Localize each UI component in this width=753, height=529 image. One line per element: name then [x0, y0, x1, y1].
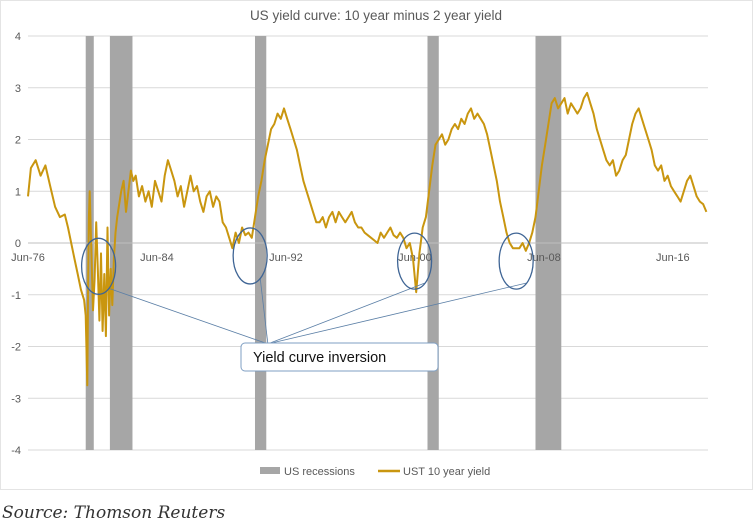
- annotation-ellipse: [80, 237, 117, 295]
- y-tick-label: -2: [11, 342, 21, 354]
- annotation-leader-line: [108, 287, 269, 345]
- source-caption: Source: Thomson Reuters: [2, 503, 226, 523]
- annotation-leader-line: [267, 282, 527, 345]
- x-tick-label: Jun-92: [269, 252, 303, 264]
- x-tick-label: Jun-84: [140, 252, 174, 264]
- y-tick-label: 4: [15, 31, 21, 43]
- y-tick-label: 3: [15, 83, 21, 95]
- chart-title: US yield curve: 10 year minus 2 year yie…: [250, 8, 502, 23]
- y-tick-label: 2: [15, 135, 21, 147]
- y-tick-label: -3: [11, 393, 21, 405]
- series-line: [27, 91, 708, 387]
- legend-line-label: UST 10 year yield: [403, 466, 490, 478]
- yield-curve-chart: US yield curve: 10 year minus 2 year yie…: [11, 8, 708, 478]
- legend-recessions-swatch: [260, 467, 280, 474]
- x-tick-label: Jun-08: [527, 252, 561, 264]
- y-tick-label: -4: [11, 445, 21, 457]
- annotation-label: Yield curve inversion: [253, 350, 386, 366]
- annotation-box: [240, 342, 439, 372]
- annotation-ellipse: [498, 232, 534, 290]
- annotation-ellipse: [396, 232, 433, 290]
- y-tick-label: 0: [15, 238, 21, 250]
- chart-figure: US yield curve: 10 year minus 2 year yie…: [0, 0, 753, 490]
- legend-recessions-label: US recessions: [284, 466, 355, 478]
- annotation-leader-line: [267, 282, 425, 345]
- x-tick-label: Jun-00: [398, 252, 432, 264]
- annotation-ellipse: [232, 227, 268, 285]
- y-tick-label: -1: [11, 290, 21, 302]
- x-tick-label: Jun-16: [656, 252, 690, 264]
- x-tick-label: Jun-76: [11, 252, 45, 264]
- annotation-leader-line: [259, 277, 269, 344]
- y-tick-label: 1: [15, 186, 21, 198]
